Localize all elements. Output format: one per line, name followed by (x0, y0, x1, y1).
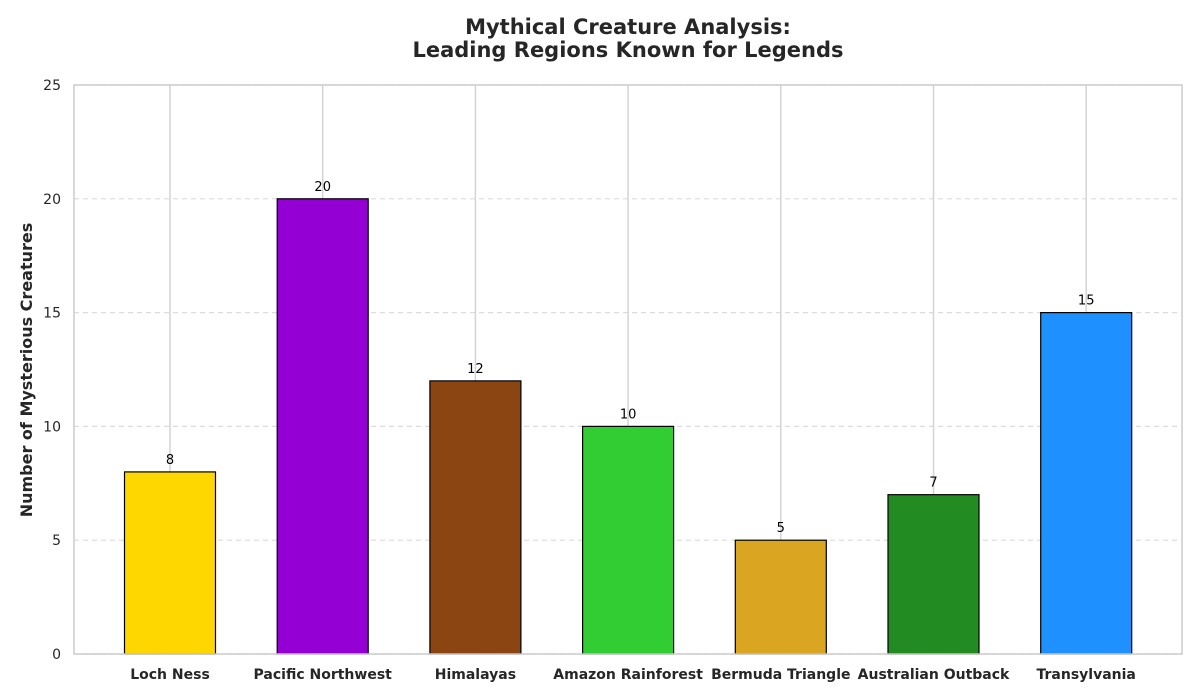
x-tick-label: Australian Outback (858, 667, 1010, 683)
bar-value-label: 20 (314, 180, 331, 195)
chart-title-line-1: Mythical Creature Analysis: (465, 15, 791, 39)
y-tick-label: 15 (43, 306, 61, 322)
y-tick-label: 25 (43, 78, 61, 94)
x-tick-label: Loch Ness (130, 667, 210, 683)
bar (887, 494, 980, 655)
bar-value-label: 12 (467, 362, 484, 377)
x-tick-label: Transylvania (1037, 667, 1136, 683)
bar (734, 539, 827, 655)
plot-frame (73, 84, 1183, 655)
bar-value-label: 8 (166, 453, 174, 468)
plot-area: 0 5 10 15 20 25 8 Loch Ness 20 Pacific Northwest 1… (43, 78, 1183, 683)
bar (581, 425, 675, 655)
x-tick-label: Bermuda Triangle (711, 667, 850, 683)
bar (123, 471, 217, 655)
bar (429, 380, 522, 655)
chart-title-line-2: Leading Regions Known for Legends (412, 38, 843, 62)
x-tick-label: Himalayas (435, 667, 516, 683)
y-tick-label: 5 (52, 533, 61, 549)
x-tick-label: Pacific Northwest (254, 667, 393, 683)
y-tick-label: 20 (43, 192, 61, 208)
x-tick-label: Amazon Rainforest (553, 667, 703, 683)
bar-value-label: 15 (1078, 294, 1095, 309)
bar-value-label: 10 (620, 407, 637, 422)
y-tick-label: 10 (43, 419, 61, 435)
y-axis-label: Number of Mysterious Creatures (17, 223, 36, 518)
bar (276, 198, 369, 655)
bar-value-label: 7 (929, 476, 937, 491)
bar (1040, 312, 1133, 655)
y-tick-label: 0 (52, 647, 61, 663)
bar-value-label: 5 (777, 521, 785, 536)
